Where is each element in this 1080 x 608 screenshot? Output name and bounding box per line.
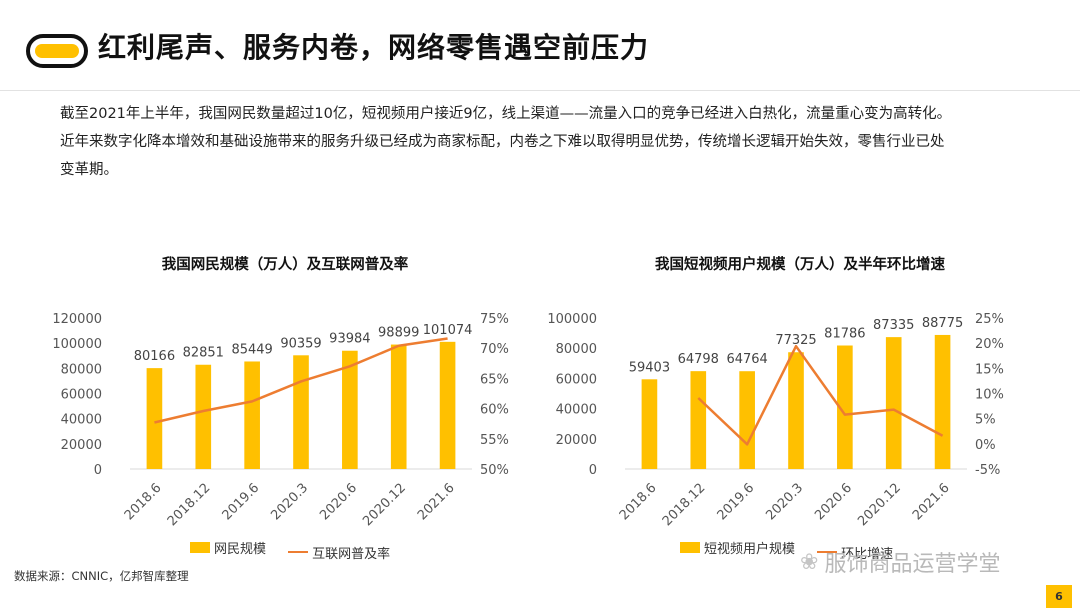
legend-line-swatch xyxy=(288,551,309,553)
y-axis-right-tick: 65% xyxy=(480,372,509,387)
bar-data-label: 77325 xyxy=(775,333,816,348)
x-axis-tick: 2018.12 xyxy=(165,481,214,530)
bar xyxy=(690,371,707,469)
chart-legend-short-video: 短视频用户规模 环比增速 xyxy=(680,538,911,562)
chart-legend-netizens: 网民规模 互联网普及率 xyxy=(190,538,408,562)
y-axis-right-tick: 15% xyxy=(975,362,1004,377)
x-axis-tick: 2019.6 xyxy=(220,481,263,524)
summary-line: 截至2021年上半年，我国网民数量超过10亿，短视频用户接近9亿，线上渠道——流… xyxy=(60,106,952,122)
legend-item-bar: 短视频用户规模 xyxy=(680,538,795,557)
y-axis-left-tick: 60000 xyxy=(61,388,102,403)
legend-label: 环比增速 xyxy=(841,546,894,562)
bar xyxy=(934,334,951,469)
chart-title-short-video: 我国短视频用户规模（万人）及半年环比增速 xyxy=(655,257,945,273)
y-axis-left-tick: 20000 xyxy=(61,438,102,453)
x-axis-tick: 2021.6 xyxy=(415,481,458,524)
data-source-note: 数据来源：CNNIC，亿邦智库整理 xyxy=(14,569,189,583)
y-axis-left-tick: 80000 xyxy=(61,362,102,377)
summary-line: 近年来数字化降本增效和基础设施带来的服务升级已经成为商家标配，内卷之下难以取得明… xyxy=(60,134,945,150)
bar-data-label: 64764 xyxy=(726,352,767,367)
capsule-logo-icon xyxy=(26,34,88,68)
wechat-icon: ❀ xyxy=(800,549,819,575)
y-axis-right-tick: 70% xyxy=(480,342,509,357)
series-line xyxy=(697,344,944,446)
y-axis-left-tick: 40000 xyxy=(61,413,102,428)
bar-data-label: 88775 xyxy=(922,316,963,331)
legend-line-swatch xyxy=(817,551,838,553)
watermark: ❀ 服饰商品运营学堂 xyxy=(800,546,1000,578)
y-axis-left-tick: 40000 xyxy=(556,403,597,418)
legend-item-line: 环比增速 xyxy=(817,543,893,562)
legend-bar-swatch xyxy=(190,542,210,553)
watermark-text: 服饰商品运营学堂 xyxy=(824,552,1001,577)
summary-paragraph: 截至2021年上半年，我国网民数量超过10亿，短视频用户接近9亿，线上渠道——流… xyxy=(60,100,1050,184)
y-axis-right-tick: 60% xyxy=(480,403,509,418)
legend-item-bar: 网民规模 xyxy=(190,538,266,557)
legend-item-line: 互联网普及率 xyxy=(288,543,390,562)
y-axis-right-tick: 10% xyxy=(975,388,1004,403)
y-axis-left-tick: 0 xyxy=(94,463,102,478)
y-axis-right-tick: 5% xyxy=(975,413,996,428)
y-axis-right-tick: 55% xyxy=(480,433,509,448)
x-axis-tick: 2021.6 xyxy=(910,481,953,524)
bar xyxy=(244,361,260,469)
bar xyxy=(293,355,309,469)
y-axis-right-tick: 0% xyxy=(975,438,996,453)
x-axis-tick: 2018.6 xyxy=(122,481,165,524)
y-axis-left-tick: 120000 xyxy=(52,312,102,327)
x-axis-tick: 2019.6 xyxy=(715,481,758,524)
bar-data-label: 82851 xyxy=(183,346,224,361)
x-axis-tick: 2020.12 xyxy=(360,481,409,530)
netizen-chart: 0 20000 40000 60000 80000 100000 120000 50% 55% 6… xyxy=(52,312,509,530)
page-number: 6 xyxy=(1046,585,1072,608)
y-axis-right-tick: 25% xyxy=(975,312,1004,327)
bar xyxy=(439,341,456,469)
x-axis-tick: 2020.3 xyxy=(763,481,806,524)
chart-title-netizens: 我国网民规模（万人）及互联网普及率 xyxy=(161,257,409,273)
bar-data-label: 93984 xyxy=(329,332,370,347)
bar xyxy=(739,371,755,469)
bar-data-label: 98899 xyxy=(378,326,419,341)
bar xyxy=(885,337,902,469)
y-axis-left-tick: 80000 xyxy=(556,342,597,357)
y-axis-right-tick: 75% xyxy=(480,312,509,327)
y-axis-left-tick: 100000 xyxy=(52,337,102,352)
y-axis-left-tick: 100000 xyxy=(547,312,597,327)
bar xyxy=(788,352,804,469)
y-axis-left-tick: 60000 xyxy=(556,372,597,387)
x-axis-tick: 2020.3 xyxy=(268,481,311,524)
legend-bar-swatch xyxy=(680,542,700,553)
legend-label: 短视频用户规模 xyxy=(704,542,796,557)
bar-data-label: 101074 xyxy=(423,323,473,338)
bar-data-label: 90359 xyxy=(280,336,321,351)
y-axis-right-tick: 50% xyxy=(480,463,509,478)
bar xyxy=(837,345,853,469)
y-axis-right-tick: -5% xyxy=(975,463,1000,478)
short-video-chart: 0 20000 40000 60000 80000 100000 -5% 0% 5% 10% 15%… xyxy=(547,312,1004,530)
bar xyxy=(390,344,407,469)
legend-label: 互联网普及率 xyxy=(312,546,391,562)
summary-line: 变革期。 xyxy=(60,162,118,178)
x-axis-tick: 2020.6 xyxy=(317,481,360,524)
bar-data-label: 59403 xyxy=(629,360,670,375)
bar-data-label: 85449 xyxy=(231,342,272,357)
y-axis-right-tick: 20% xyxy=(975,337,1004,352)
bar-data-label: 64798 xyxy=(678,352,719,367)
x-axis-tick: 2020.6 xyxy=(812,481,855,524)
x-axis-tick: 2018.6 xyxy=(617,481,660,524)
bar-data-label: 80166 xyxy=(134,349,175,364)
bar xyxy=(195,364,212,469)
bar xyxy=(342,350,358,469)
title-divider xyxy=(0,90,1080,91)
x-axis-tick: 2018.12 xyxy=(660,481,709,530)
page-title: 红利尾声、服务内卷，网络零售遇空前压力 xyxy=(98,31,650,64)
y-axis-left-tick: 20000 xyxy=(556,433,597,448)
x-axis-tick: 2020.12 xyxy=(855,481,904,530)
bar xyxy=(146,368,163,469)
legend-label: 网民规模 xyxy=(214,542,267,557)
bar-data-label: 87335 xyxy=(873,318,914,333)
y-axis-left-tick: 0 xyxy=(589,463,597,478)
bar xyxy=(641,379,658,469)
bar-data-label: 81786 xyxy=(824,327,865,342)
